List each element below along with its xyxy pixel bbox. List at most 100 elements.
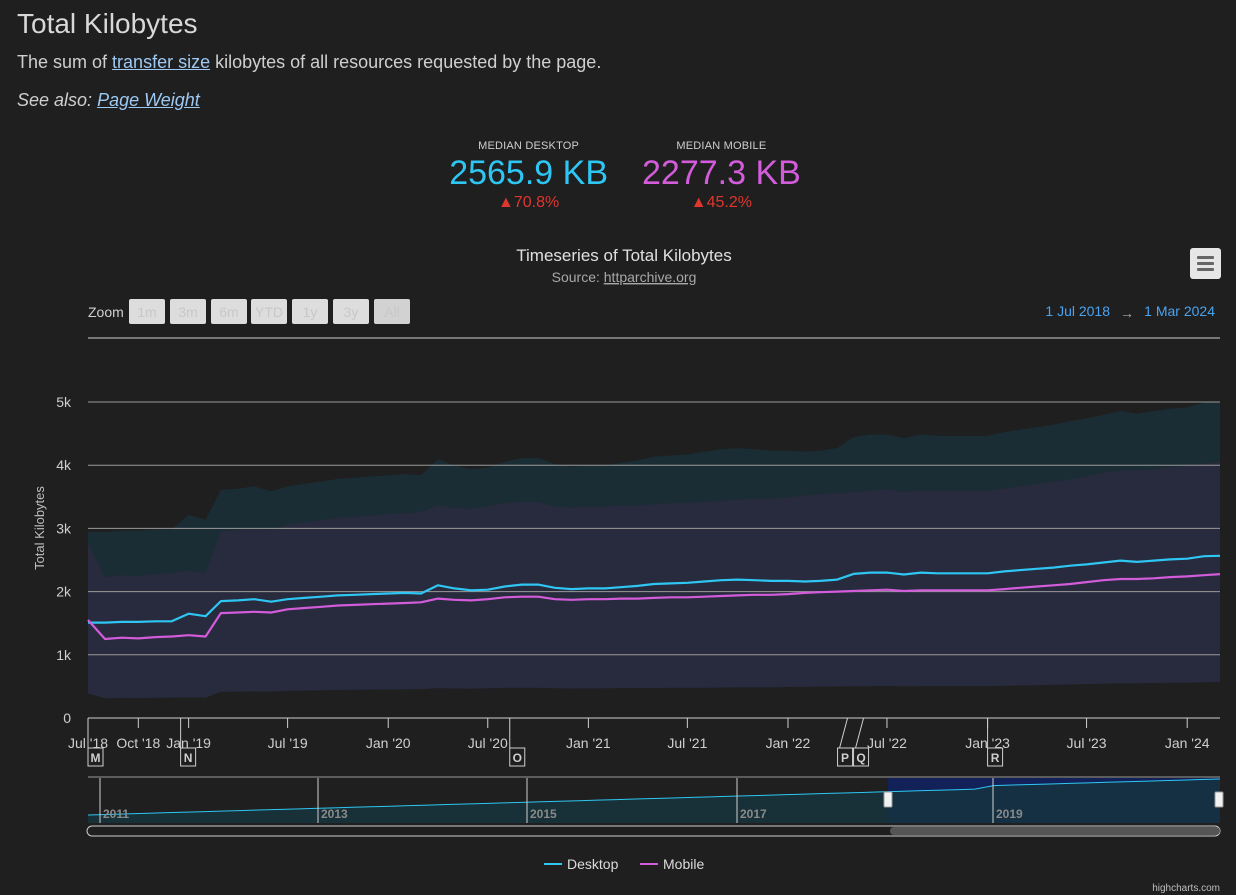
scrollbar-thumb[interactable] — [890, 827, 1220, 835]
ytick-label: 4k — [56, 457, 72, 473]
flag-box — [987, 747, 1004, 767]
kpi-desktop-value: 2565.9 KB — [449, 154, 608, 192]
flag-letter: R — [991, 751, 1000, 765]
legend-item-desktop[interactable]: Desktop — [544, 856, 619, 872]
xtick-label: Jan '19 — [166, 735, 211, 751]
zoom-button-label: All — [384, 304, 400, 320]
zoom-button-label: 6m — [219, 304, 238, 320]
xtick-label: Oct '18 — [116, 735, 160, 751]
xtick-label: Jan '21 — [566, 735, 611, 751]
page-weight-link[interactable]: Page Weight — [97, 90, 200, 110]
kpi-desktop-label: MEDIAN DESKTOP — [478, 140, 580, 152]
zoom-button-label: 1m — [137, 304, 156, 320]
kpi-desktop: MEDIAN DESKTOP 2565.9 KB ▲70.8% — [449, 140, 608, 212]
zoom-button-bg — [211, 299, 247, 324]
zoom-button-label: YTD — [255, 304, 283, 320]
zoom-button-label: 3y — [344, 304, 359, 320]
flag-stem — [855, 717, 865, 749]
zoom-button-bg — [333, 299, 369, 324]
see-also: See also: Page Weight — [17, 90, 200, 110]
flag-stem — [839, 717, 849, 749]
navigator-bg — [88, 777, 1220, 823]
kpi-mobile-label: MEDIAN MOBILE — [676, 140, 767, 152]
zoom-button-bg — [251, 299, 287, 324]
zoom-button-all[interactable]: All — [374, 299, 410, 324]
desktop-percentile-band — [88, 401, 1220, 699]
annotation-flag-n[interactable]: N — [180, 718, 197, 767]
series-line-desktop[interactable] — [88, 554, 1221, 624]
zoom-label: Zoom — [88, 304, 124, 320]
annotation-flag-m[interactable]: M — [87, 718, 104, 767]
navigator-series — [87, 778, 1221, 816]
flag-letter: N — [184, 751, 193, 765]
kpi-mobile-value: 2277.3 KB — [642, 154, 801, 192]
navigator-handle-left[interactable] — [883, 791, 893, 808]
zoom-button-3m[interactable]: 3m — [170, 299, 206, 324]
annotation-flag-p[interactable]: P — [837, 717, 854, 767]
xtick-label: Jan '22 — [766, 735, 811, 751]
ytick-label: 5k — [56, 394, 72, 410]
scrollbar-track[interactable] — [86, 825, 1221, 837]
zoom-button-6m[interactable]: 6m — [211, 299, 247, 324]
navigator-label: 2019 — [996, 807, 1023, 821]
ytick-label: 0 — [63, 710, 71, 726]
navigator-area — [88, 779, 1220, 823]
navigator-label: 2015 — [530, 807, 557, 821]
zoom-button-label: 3m — [178, 304, 197, 320]
y-axis-title: Total Kilobytes — [32, 486, 47, 570]
flag-letter: Q — [856, 751, 865, 765]
annotation-flag-o[interactable]: O — [509, 718, 526, 767]
annotation-flag-q[interactable]: Q — [853, 717, 870, 767]
zoom-button-bg — [129, 299, 165, 324]
ytick-label: 2k — [56, 584, 72, 600]
xtick-label: Jul '18 — [68, 735, 108, 751]
navigator-handle-right[interactable] — [1214, 791, 1224, 808]
flag-box — [837, 747, 854, 767]
highcharts-credit[interactable]: highcharts.com — [1152, 883, 1220, 894]
flag-box — [180, 747, 197, 767]
kpi-mobile-change: ▲45.2% — [690, 194, 752, 211]
flag-box — [853, 747, 870, 767]
flag-box — [509, 747, 526, 767]
navigator-selection[interactable] — [888, 778, 1220, 823]
zoom-button-1m[interactable]: 1m — [129, 299, 165, 324]
zoom-button-3y[interactable]: 3y — [333, 299, 369, 324]
navigator-label: 2013 — [321, 807, 348, 821]
mobile-percentile-band — [88, 461, 1220, 699]
xtick-label: Jul '23 — [1067, 735, 1107, 751]
legend-label: Desktop — [567, 856, 619, 872]
zoom-button-label: 1y — [303, 304, 318, 320]
range-from-input[interactable]: 1 Jul 2018 — [1045, 303, 1110, 319]
annotation-flag-r[interactable]: R — [987, 718, 1004, 767]
zoom-button-bg — [374, 299, 410, 324]
kpi-desktop-change: ▲70.8% — [498, 194, 560, 211]
flag-letter: P — [841, 751, 849, 765]
transfer-size-link[interactable]: transfer size — [112, 52, 211, 72]
xtick-label: Jan '23 — [965, 735, 1010, 751]
navigator-label: 2011 — [103, 807, 129, 821]
xtick-label: Jul '20 — [468, 735, 508, 751]
flag-box — [87, 747, 104, 767]
zoom-button-ytd[interactable]: YTD — [251, 299, 287, 324]
range-arrow: → — [1120, 305, 1134, 321]
xtick-label: Jan '20 — [366, 735, 411, 751]
flag-letter: M — [91, 751, 101, 765]
xtick-label: Jan '24 — [1165, 735, 1210, 751]
kpi-mobile: MEDIAN MOBILE 2277.3 KB ▲45.2% — [642, 140, 801, 212]
source-link[interactable]: httparchive.org — [604, 269, 697, 285]
xtick-label: Jul '22 — [867, 735, 907, 751]
xtick-label: Jul '19 — [268, 735, 308, 751]
chart-subtitle: Source: httparchive.org — [552, 269, 697, 285]
zoom-button-bg — [292, 299, 328, 324]
zoom-button-1y[interactable]: 1y — [292, 299, 328, 324]
hamburger-menu-icon[interactable] — [1190, 248, 1221, 279]
ytick-label: 1k — [56, 647, 72, 663]
flag-letter: O — [513, 751, 522, 765]
series-line-mobile[interactable] — [87, 573, 1221, 641]
legend-label: Mobile — [663, 856, 704, 872]
range-to-input[interactable]: 1 Mar 2024 — [1144, 303, 1215, 319]
page-title: Total Kilobytes — [17, 8, 198, 39]
legend-item-mobile[interactable]: Mobile — [640, 856, 704, 872]
page-description: The sum of transfer size kilobytes of al… — [17, 52, 602, 72]
